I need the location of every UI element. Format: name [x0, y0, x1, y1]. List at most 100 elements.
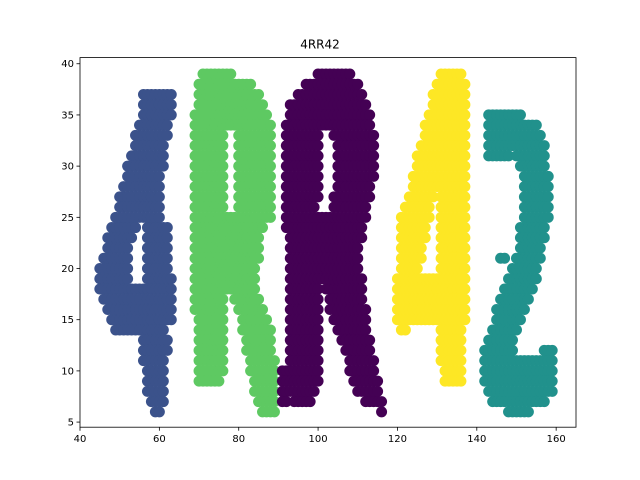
data-point	[312, 324, 324, 336]
data-point	[364, 191, 376, 203]
data-point	[522, 293, 534, 305]
data-point	[372, 385, 384, 397]
data-point	[399, 324, 411, 336]
data-point	[419, 222, 431, 234]
data-point	[459, 140, 471, 152]
data-point	[217, 191, 229, 203]
data-point	[264, 181, 276, 193]
data-point	[161, 334, 173, 346]
chart-title: 4RR42	[300, 38, 340, 52]
data-point	[459, 129, 471, 141]
data-point	[165, 273, 177, 285]
data-point	[364, 181, 376, 193]
data-point	[264, 201, 276, 213]
data-point	[459, 99, 471, 111]
data-point	[423, 211, 435, 223]
data-point	[153, 201, 165, 213]
data-point	[217, 293, 229, 305]
data-point	[268, 375, 280, 387]
y-axis: 5 10 15 20 25 30 35 40	[61, 59, 80, 429]
series-5	[479, 109, 558, 418]
data-point	[459, 191, 471, 203]
data-point	[264, 160, 276, 172]
data-point	[514, 314, 526, 326]
series-4	[391, 68, 471, 387]
data-point	[308, 385, 320, 397]
data-point	[312, 150, 324, 162]
data-point	[157, 324, 169, 336]
data-point	[538, 160, 550, 172]
data-point	[459, 293, 471, 305]
data-point	[264, 129, 276, 141]
data-point	[165, 293, 177, 305]
data-point	[530, 119, 542, 131]
data-point	[161, 252, 173, 264]
data-point	[415, 242, 427, 254]
data-point	[264, 324, 276, 336]
data-point	[157, 140, 169, 152]
data-point	[534, 242, 546, 254]
data-point	[217, 170, 229, 182]
data-point	[253, 232, 265, 244]
data-point	[356, 232, 368, 244]
data-point	[122, 242, 134, 254]
data-point	[368, 160, 380, 172]
data-point	[459, 78, 471, 90]
x-tick-label: 100	[309, 434, 328, 445]
data-point	[459, 170, 471, 182]
y-tick-label: 35	[61, 110, 74, 121]
data-point	[507, 344, 519, 356]
data-point	[253, 242, 265, 254]
data-point	[411, 263, 423, 275]
data-point	[459, 109, 471, 121]
data-point	[459, 222, 471, 234]
data-point	[249, 263, 261, 275]
data-point	[217, 344, 229, 356]
data-point	[225, 68, 237, 80]
data-point	[459, 314, 471, 326]
data-point	[153, 211, 165, 223]
data-point	[217, 201, 229, 213]
data-point	[514, 109, 526, 121]
data-point	[153, 191, 165, 203]
data-point	[161, 222, 173, 234]
data-point	[217, 140, 229, 152]
x-axis: 40 60 80 100 120 140 160	[74, 427, 566, 445]
data-point	[356, 222, 368, 234]
data-point	[312, 303, 324, 315]
data-point	[356, 283, 368, 295]
data-point	[217, 334, 229, 346]
data-point	[261, 109, 272, 121]
data-point	[312, 129, 324, 141]
data-point	[423, 201, 435, 213]
data-point	[459, 160, 471, 172]
data-point	[264, 191, 276, 203]
data-point	[312, 365, 324, 377]
data-point	[280, 396, 292, 408]
data-point	[217, 314, 229, 326]
data-point	[538, 222, 550, 234]
data-point	[213, 375, 225, 387]
data-point	[459, 88, 471, 100]
data-point	[538, 140, 550, 152]
data-point	[122, 273, 134, 285]
data-point	[546, 375, 558, 387]
data-point	[264, 119, 276, 131]
data-point	[122, 263, 134, 275]
data-point	[153, 181, 165, 193]
data-point	[368, 150, 380, 162]
data-point	[546, 365, 558, 377]
data-point	[161, 344, 173, 356]
data-point	[268, 396, 280, 408]
data-point	[157, 385, 169, 397]
data-point	[364, 119, 376, 131]
data-point	[312, 344, 324, 356]
data-point	[312, 181, 324, 193]
data-point	[157, 375, 169, 387]
data-point	[368, 140, 380, 152]
data-point	[130, 222, 142, 234]
data-point	[268, 406, 280, 418]
data-point	[499, 252, 511, 264]
data-point	[522, 406, 534, 418]
data-point	[257, 303, 269, 315]
